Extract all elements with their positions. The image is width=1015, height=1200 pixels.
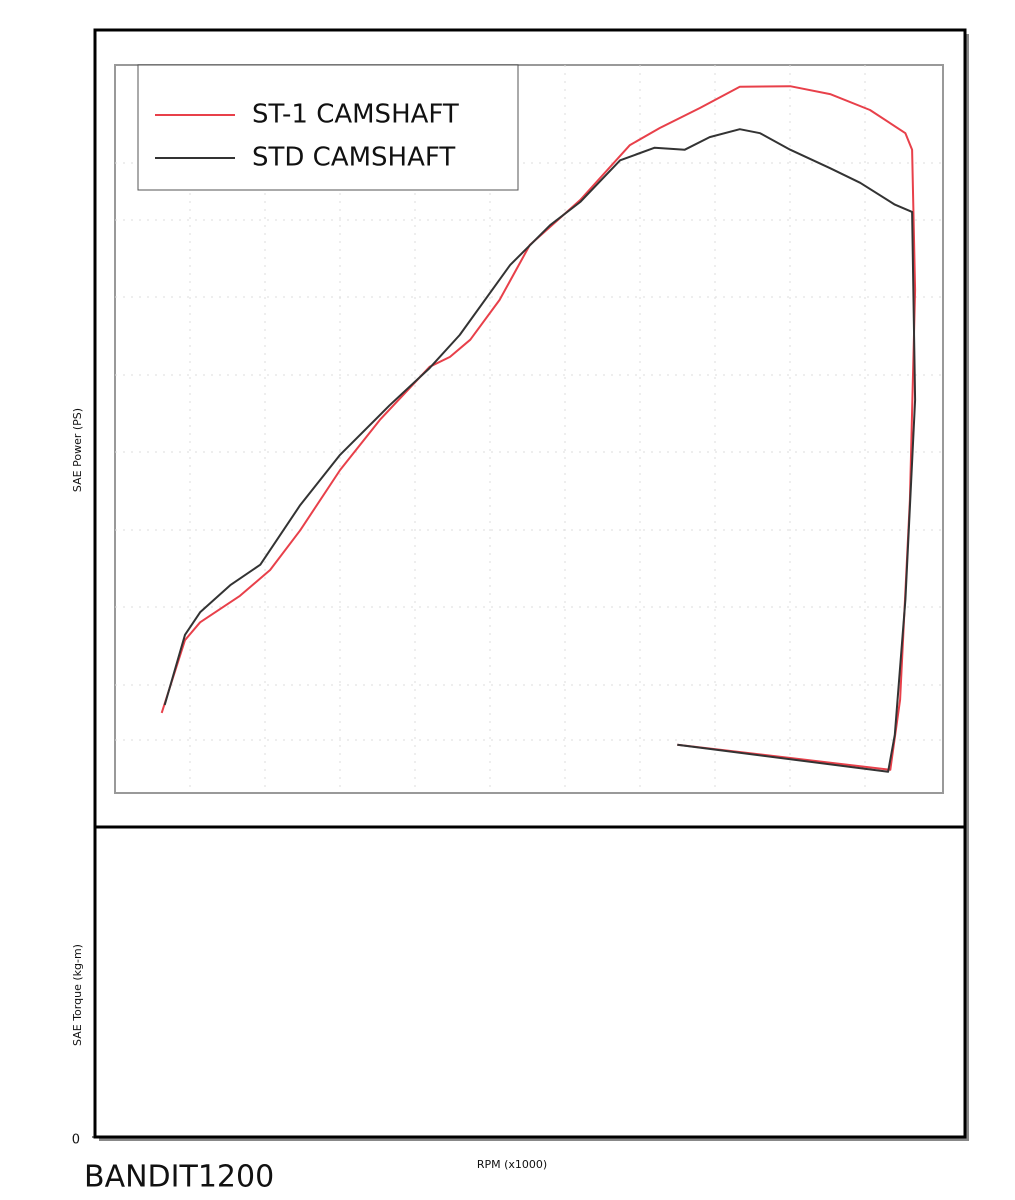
x-axis-label: RPM (x1000): [477, 1158, 547, 1171]
caption: BANDIT1200: [84, 1160, 274, 1195]
plot-frame: [114, 64, 944, 794]
power-line: [160, 85, 917, 771]
legend-label: STD CAMSHAFT: [252, 143, 455, 173]
y-tick-label: 0: [72, 1133, 80, 1148]
y-axis-label: SAE Torque (kg-m): [71, 944, 84, 1046]
torque-panel: [93, 825, 967, 1139]
legend-label: ST-1 CAMSHAFT: [252, 100, 459, 130]
y-axis-label: SAE Power (PS): [71, 408, 84, 492]
legend-box: [137, 64, 519, 191]
power-line: [163, 128, 917, 773]
